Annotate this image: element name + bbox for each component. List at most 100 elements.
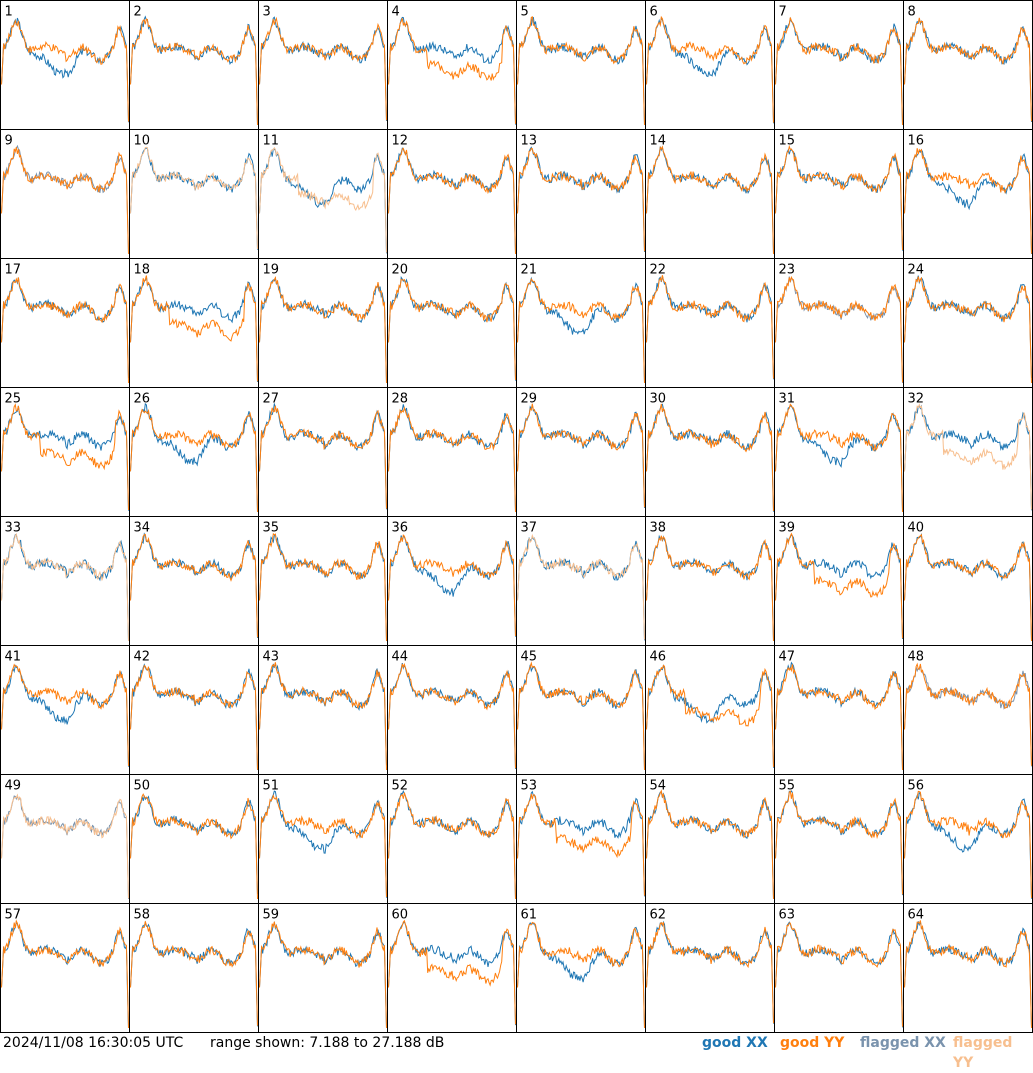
series-good-yy (517, 15, 645, 126)
tile-frame (387, 774, 517, 904)
tile-3: 3 (258, 0, 388, 130)
tile-frame (645, 903, 775, 1033)
tile-frame (129, 387, 259, 517)
timestamp: 2024/11/08 16:30:05 UTC (3, 1035, 184, 1051)
tile-45: 45 (516, 645, 646, 775)
tile-label: 22 (650, 263, 667, 278)
tile-label: 10 (134, 134, 151, 149)
tile-label: 21 (521, 263, 538, 278)
tile-frame (258, 516, 388, 646)
tile-33: 33 (0, 516, 130, 646)
tile-label: 8 (908, 5, 916, 20)
series-good-yy (130, 18, 258, 126)
series-good-xx (517, 664, 645, 771)
tile-frame (903, 774, 1033, 904)
series-good-xx (259, 790, 387, 898)
tile-frame (258, 387, 388, 517)
tile-label: 49 (5, 779, 22, 794)
tile-frame (774, 0, 904, 130)
tile-31: 31 (774, 387, 904, 517)
tile-64: 64 (903, 903, 1033, 1033)
series-good-xx (517, 790, 645, 897)
series-good-xx (517, 16, 645, 126)
series-good-yy (646, 664, 774, 768)
tile-36: 36 (387, 516, 517, 646)
footer-bar: 2024/11/08 16:30:05 UTC range shown: 7.1… (0, 1033, 1033, 1071)
series-good-yy (130, 921, 258, 1026)
legend-good-yy: good YY (780, 1035, 845, 1051)
series-good-yy (1, 19, 129, 122)
series-good-yy (1, 403, 129, 511)
series-good-yy (775, 403, 903, 513)
tile-41: 41 (0, 645, 130, 775)
tile-label: 48 (908, 650, 925, 665)
tile-frame (774, 387, 904, 517)
tile-18: 18 (129, 258, 259, 388)
series-good-xx (904, 533, 1032, 642)
tile-frame (903, 645, 1033, 775)
tile-40: 40 (903, 516, 1033, 646)
series-good-yy (517, 147, 645, 252)
tile-frame (0, 0, 130, 130)
tile-48: 48 (903, 645, 1033, 775)
series-good-yy (646, 535, 774, 642)
tile-label: 3 (263, 5, 271, 20)
tile-frame (129, 258, 259, 388)
tile-2: 2 (129, 0, 259, 130)
tile-frame (129, 129, 259, 259)
tile-label: 33 (5, 521, 22, 536)
series-good-yy (904, 148, 1032, 254)
tile-label: 58 (134, 908, 151, 923)
tile-27: 27 (258, 387, 388, 517)
tile-label: 59 (263, 908, 280, 923)
tile-frame (0, 774, 130, 904)
tile-5: 5 (516, 0, 646, 130)
tile-frame (645, 774, 775, 904)
tile-label: 12 (392, 134, 409, 149)
tile-label: 44 (392, 650, 409, 665)
series-good-xx (1, 533, 129, 642)
tile-frame (0, 903, 130, 1033)
tile-13: 13 (516, 129, 646, 259)
tile-frame (516, 516, 646, 646)
series-good-yy (775, 790, 903, 895)
series-good-yy (259, 662, 387, 771)
tile-label: 38 (650, 521, 667, 536)
series-good-yy (130, 275, 258, 382)
tile-frame (516, 129, 646, 259)
tile-frame (774, 516, 904, 646)
tile-frame (645, 0, 775, 130)
tile-label: 52 (392, 779, 409, 794)
tile-frame (903, 129, 1033, 259)
series-good-yy (259, 921, 387, 1029)
series-flagged-yy (1, 532, 129, 642)
series-good-yy (388, 534, 516, 637)
tile-35: 35 (258, 516, 388, 646)
tile-frame (645, 129, 775, 259)
series-good-yy (904, 920, 1032, 1029)
tile-20: 20 (387, 258, 517, 388)
series-good-yy (904, 17, 1032, 122)
series-good-yy (130, 793, 258, 900)
series-good-xx (1, 920, 129, 1029)
tile-37: 37 (516, 516, 646, 646)
tile-60: 60 (387, 903, 517, 1033)
tile-frame (774, 774, 904, 904)
tile-frame (516, 0, 646, 130)
tile-frame (516, 387, 646, 517)
tile-frame (129, 516, 259, 646)
series-good-yy (904, 276, 1032, 384)
tile-32: 32 (903, 387, 1033, 517)
tile-14: 14 (645, 129, 775, 259)
tile-frame (516, 258, 646, 388)
tile-42: 42 (129, 645, 259, 775)
series-good-yy (646, 145, 774, 255)
tile-label: 40 (908, 521, 925, 536)
series-good-xx (904, 792, 1032, 899)
tile-9: 9 (0, 129, 130, 259)
tile-label: 4 (392, 5, 400, 20)
tile-label: 47 (779, 650, 796, 665)
series-good-yy (646, 789, 774, 900)
tile-17: 17 (0, 258, 130, 388)
tile-label: 43 (263, 650, 280, 665)
